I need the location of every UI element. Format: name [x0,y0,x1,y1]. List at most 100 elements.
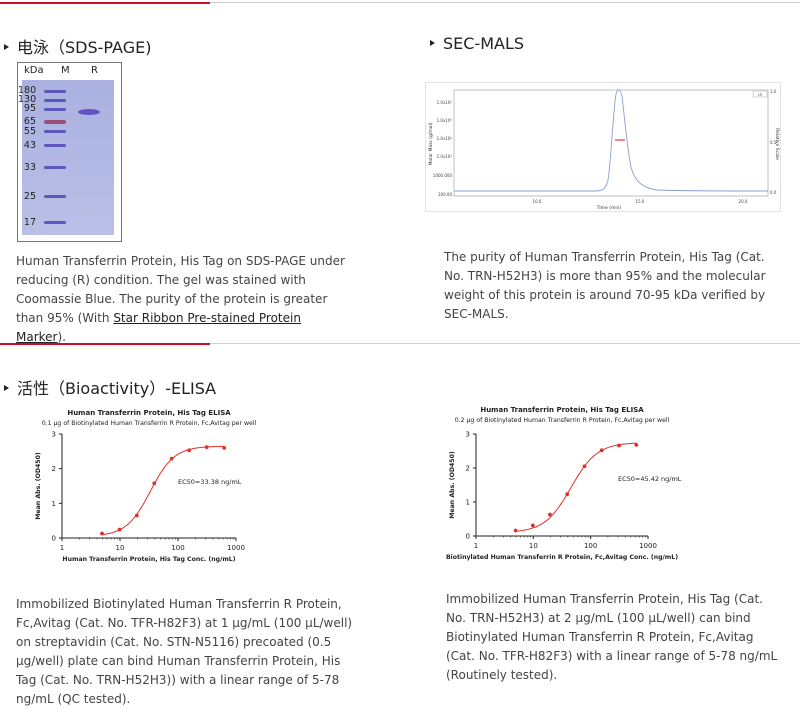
data-point [100,531,104,536]
section-divider-accent [0,343,210,345]
fit-curve [515,442,637,532]
chart-subtitle: 0.1 μg of Biotinylated Human Transferrin… [42,420,257,427]
marker-band [44,99,66,102]
gel-background [22,80,114,235]
mals-ytick: 1.0x10⁴ [437,136,453,141]
y-tick-label: 1 [466,499,470,507]
sec-mals-chart: Molar Mass (g/mol) Relative Scale 1.0x10… [425,82,781,212]
mals-xlabel: Time (min) [596,205,622,211]
y-tick-label: 3 [466,431,470,439]
chart-title: Human Transferrin Protein, His Tag ELISA [67,409,231,417]
data-point [187,448,192,453]
marker-band [44,221,66,224]
mals-y2tick: 0.5 [770,140,777,145]
y-tick-label: 2 [466,465,470,473]
data-point [222,445,227,450]
marker-lane [44,90,66,224]
mals-xtick: 15.0 [636,199,645,204]
mals-ls-trace [454,89,769,192]
gel-col-r: R [91,65,98,76]
mals-xtick: 20.0 [739,199,748,204]
mals-title-text: SEC-MALS [443,34,525,53]
mals-legend: LS [758,93,763,97]
mw-label: 180 [18,85,37,96]
x-axis-label: Biotinylated Human Transferrin R Protein… [446,554,678,561]
x-tick-label: 1000 [639,542,657,550]
gel-col-m: M [61,65,70,76]
marker-band [44,108,66,111]
x-tick-label: 10 [529,542,538,550]
chart-subtitle: 0.2 μg of Biotinylated Human Transferrin… [455,417,670,424]
mw-label: 65 [23,116,36,127]
mals-y2tick: 1.0 [770,89,777,94]
data-point [169,456,174,461]
mw-label: 95 [23,103,36,114]
data-point [152,481,157,486]
gel-bands-svg [22,80,114,235]
mw-label: 43 [23,140,36,151]
mals-plot-area [453,89,769,197]
data-point [134,513,139,518]
mals-section-title: SEC-MALS [430,34,524,53]
y-axis-label: Mean Abs. (OD450) [35,452,42,520]
y-axis-label: Mean Abs. (OD450) [449,451,456,519]
x-tick-label: 1 [60,544,64,552]
mals-y2tick: 0.0 [770,190,777,195]
y-tick-label: 2 [52,465,56,473]
x-tick-label: 1 [474,542,478,550]
elisa-chart-qc: Human Transferrin Protein, His Tag ELISA… [35,409,257,563]
data-point [513,528,518,533]
mw-label: 33 [23,162,36,173]
marker-band-red [44,120,66,124]
bullet-icon [4,43,9,50]
data-point [599,448,604,453]
x-tick-label: 100 [171,544,184,552]
elisa-description-routine: Immobilized Human Transferrin Protein, H… [446,592,778,682]
data-point [117,527,122,532]
ec50-annotation: EC50=33.38 ng/mL [178,478,242,486]
ec50-annotation: EC50=45.42 ng/mL [618,475,682,483]
mals-legend-box [752,90,768,98]
marker-band [44,195,66,198]
data-point [634,442,639,447]
marker-link[interactable]: Star Ribbon Pre-stained Protein Marker [16,311,301,344]
mw-label: 17 [23,217,36,228]
marker-band [44,130,66,133]
y-tick-label: 3 [52,431,56,439]
data-point [530,523,535,528]
y-tick-label: 0 [466,533,470,541]
elisa-description-qc: Immobilized Biotinylated Human Transferr… [16,597,353,706]
mals-ytick: 1.0x10⁵ [437,118,453,123]
chart-title: Human Transferrin Protein, His Tag ELISA [480,406,644,414]
marker-band [44,144,66,147]
mals-ylabel: Molar Mass (g/mol) [428,122,434,165]
mw-label: 25 [23,191,36,202]
gel-col-kda: kDa [24,65,44,76]
bullet-icon [430,39,435,46]
sds-section-title: 电泳（SDS-PAGE) [4,34,151,58]
y-tick-label: 0 [52,535,56,543]
mals-ytick: 100.00 [438,192,452,197]
mw-label: 130 [18,94,37,105]
data-point [204,445,209,450]
x-tick-label: 100 [584,542,597,550]
x-tick-label: 10 [116,544,125,552]
sds-gel-image [22,80,114,235]
sds-desc-text: Human Transferrin Protein, His Tag on SD… [16,254,345,325]
data-point [617,443,621,448]
mals-ytick: 1.0x10³ [437,154,453,159]
sds-description: Human Transferrin Protein, His Tag on SD… [16,252,346,347]
mals-description: The purity of Human Transferrin Protein,… [444,250,766,321]
marker-band [44,166,66,169]
mals-xtick: 10.0 [533,199,542,204]
top-divider-accent [0,2,210,4]
top-divider [0,2,800,4]
marker-band [44,90,66,93]
x-axis-label: Human Transferrin Protein, His Tag Conc.… [62,556,235,563]
mals-y2label: Relative Scale [774,128,780,160]
mals-ytick: 1000.000 [433,173,453,178]
data-point [565,492,570,497]
elisa-chart-routine: Human Transferrin Protein, His Tag ELISA… [446,406,682,561]
mals-chart-frame [425,82,781,212]
section-divider [0,343,800,345]
